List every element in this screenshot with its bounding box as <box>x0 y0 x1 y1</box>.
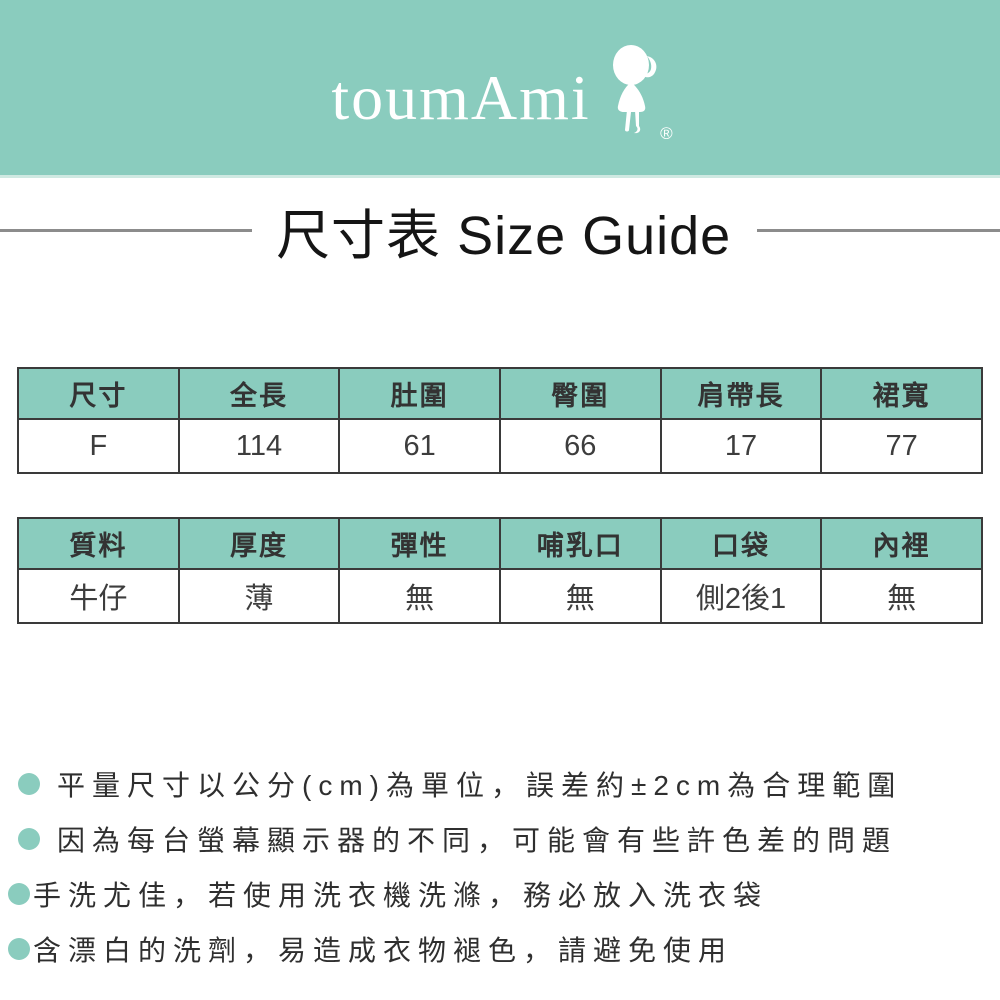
notes-list: 平量尺寸以公分(cm)為單位，誤差約±2cm為合理範圍 因為每台螢幕顯示器的不同… <box>0 756 1000 976</box>
table-cell: 114 <box>177 418 341 474</box>
table-cell: 無 <box>338 568 501 624</box>
header-row: 尺寸 全長 肚圍 臀圍 肩帶長 裙寬 <box>17 367 983 420</box>
page-title: 尺寸表 Size Guide <box>276 205 732 266</box>
title-rule-right <box>757 228 1000 232</box>
list-item: 含漂白的洗劑，易造成衣物褪色，請避免使用 <box>0 921 1000 976</box>
bullet-dot-icon <box>8 882 30 905</box>
column-header: 哺乳口 <box>498 517 662 570</box>
table-cell: 無 <box>498 568 662 624</box>
table-cell: 77 <box>820 418 983 474</box>
table-cell: 牛仔 <box>17 568 180 624</box>
bullet-dot-icon <box>8 937 30 960</box>
table-cell: 薄 <box>177 568 341 624</box>
list-item: 手洗尤佳，若使用洗衣機洗滌，務必放入洗衣袋 <box>0 866 1000 921</box>
column-header: 肚圍 <box>338 367 501 420</box>
bullet-dot-icon <box>18 827 40 850</box>
column-header: 內裡 <box>820 517 983 570</box>
column-header: 口袋 <box>659 517 823 570</box>
note-text: 手洗尤佳，若使用洗衣機洗滌，務必放入洗衣袋 <box>33 879 769 911</box>
column-header: 裙寬 <box>820 367 983 420</box>
girl-silhouette-svg <box>612 44 657 133</box>
title-rule-left <box>0 228 253 232</box>
brand-wordmark: toumAmi <box>331 61 591 133</box>
column-header: 質料 <box>17 517 180 570</box>
girl-silhouette-icon: ® <box>605 44 673 143</box>
note-text: 平量尺寸以公分(cm)為單位，誤差約±2cm為合理範圍 <box>57 769 903 801</box>
table-row: 牛仔薄無無側2後1 無 <box>17 568 983 624</box>
column-header: 厚度 <box>177 517 341 570</box>
fabric-details-table: 質料 厚度 彈性 哺乳口 口袋 內裡 牛仔薄無無側2後1 無 <box>17 517 983 624</box>
note-text: 因為每台螢幕顯示器的不同，可能會有些許色差的問題 <box>57 824 898 856</box>
column-header: 彈性 <box>338 517 501 570</box>
table-cell: F <box>17 418 180 474</box>
table-cell: 無 <box>820 568 983 624</box>
bullet-dot-icon <box>18 772 40 795</box>
note-text: 含漂白的洗劑，易造成衣物褪色，請避免使用 <box>33 934 734 966</box>
column-header: 全長 <box>177 367 341 420</box>
header-row: 質料 厚度 彈性 哺乳口 口袋 內裡 <box>17 517 983 570</box>
table-cell: 17 <box>659 418 823 474</box>
list-item: 因為每台螢幕顯示器的不同，可能會有些許色差的問題 <box>0 811 1000 866</box>
title-row: 尺寸表 Size Guide <box>0 198 1000 266</box>
table-row: F 114 61 66 17 77 <box>17 418 983 474</box>
brand-logo: toumAmi ® <box>331 44 673 143</box>
brand-header-band: toumAmi ® <box>0 0 1000 178</box>
registered-trademark: ® <box>660 123 673 143</box>
table-cell: 66 <box>498 418 662 474</box>
column-header: 尺寸 <box>17 367 180 420</box>
column-header: 臀圍 <box>498 367 662 420</box>
size-measurements-table: 尺寸 全長 肚圍 臀圍 肩帶長 裙寬 F 114 61 66 17 77 <box>17 367 983 474</box>
table-cell: 61 <box>338 418 501 474</box>
list-item: 平量尺寸以公分(cm)為單位，誤差約±2cm為合理範圍 <box>0 756 1000 811</box>
table-cell: 側2後1 <box>659 568 823 624</box>
column-header: 肩帶長 <box>659 367 823 420</box>
